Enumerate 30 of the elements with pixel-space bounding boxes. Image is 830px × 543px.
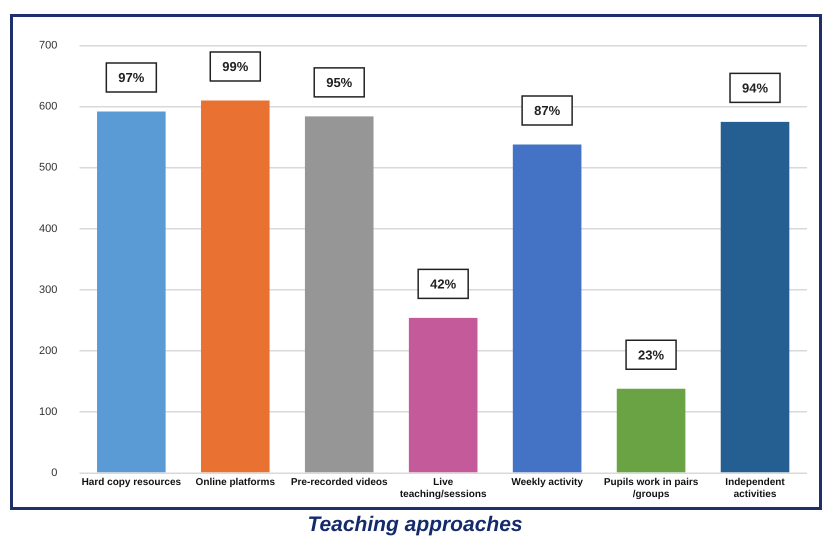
x-tick-label: Pupils work in pairs /groups [604,476,699,500]
annotation: 23% [638,347,665,362]
annotation: 99% [222,59,249,74]
y-tick-label: 600 [38,100,58,113]
x-tick-label: Live teaching/sessions [400,476,487,500]
x-tick-label: Pre-recorded videos [290,476,388,488]
y-tick-label: 500 [38,162,58,174]
bar [200,100,270,472]
text: Teaching approaches [306,513,524,537]
y-tick-label: 400 [38,222,58,235]
bar [97,112,166,472]
bar [304,116,374,472]
bar [512,144,582,472]
y-tick-label: 100 [38,406,58,418]
annotation: 87% [534,103,561,118]
annotation: 97% [118,70,145,86]
x-tick-label: Online platforms [196,476,276,488]
annotation: 42% [430,276,457,292]
x-tick-label: Weekly activity [511,476,584,488]
y-tick-label: 200 [38,344,58,357]
y-tick-label: 300 [38,284,58,296]
annotation: 95% [326,75,353,90]
x-tick-label: Hard copy resources [82,476,182,488]
y-tick-label: 700 [38,40,58,52]
annotation: 94% [742,80,768,96]
x-tick-label: Independent activities [725,476,786,500]
bar [720,122,790,472]
y-tick-label: 0 [51,467,58,480]
bar [408,318,478,472]
bar [616,388,686,472]
